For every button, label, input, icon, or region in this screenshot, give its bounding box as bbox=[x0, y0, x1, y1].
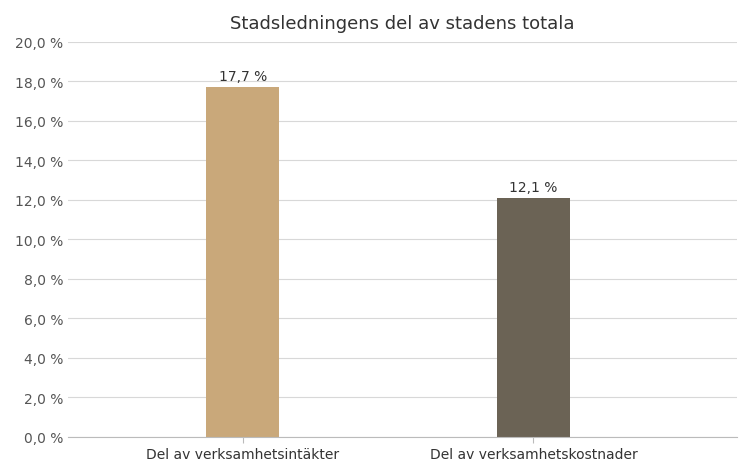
Text: 12,1 %: 12,1 % bbox=[509, 180, 558, 194]
Title: Stadsledningens del av stadens totala: Stadsledningens del av stadens totala bbox=[230, 15, 575, 33]
Bar bbox=[497, 198, 570, 436]
Text: 17,7 %: 17,7 % bbox=[219, 70, 267, 84]
Bar bbox=[206, 88, 279, 436]
